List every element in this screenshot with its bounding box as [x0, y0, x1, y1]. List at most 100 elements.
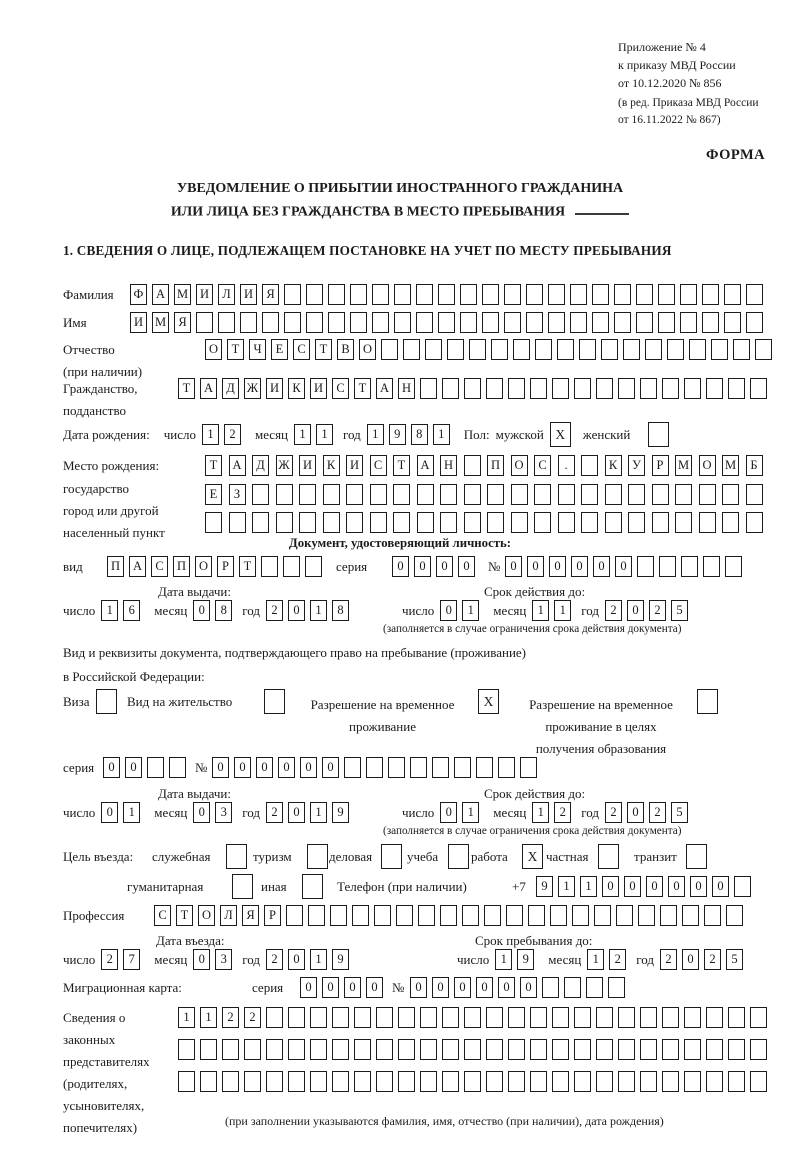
char-cell[interactable]	[332, 1007, 349, 1028]
char-cell[interactable]	[487, 512, 504, 533]
char-cell[interactable]	[750, 1039, 767, 1060]
char-cell[interactable]	[442, 1039, 459, 1060]
char-cell[interactable]	[614, 284, 631, 305]
char-cell[interactable]: 2	[660, 949, 678, 970]
char-cell[interactable]: М	[675, 455, 692, 476]
char-cell[interactable]: 0	[440, 600, 458, 621]
char-cell[interactable]	[572, 905, 589, 926]
char-cell[interactable]: П	[173, 556, 190, 577]
char-cell[interactable]	[638, 905, 655, 926]
char-cell[interactable]: 2	[222, 1007, 239, 1028]
char-cell[interactable]	[722, 484, 739, 505]
char-cell[interactable]	[618, 1007, 635, 1028]
char-cell[interactable]	[680, 284, 697, 305]
char-cell[interactable]: 0	[125, 757, 142, 778]
char-cell[interactable]	[376, 1039, 393, 1060]
char-cell[interactable]: .	[557, 455, 575, 476]
char-cell[interactable]	[266, 1007, 283, 1028]
char-cell[interactable]: Р	[264, 905, 281, 926]
char-cell[interactable]	[552, 1071, 569, 1092]
temp-residence-edu-checkbox[interactable]	[697, 689, 718, 714]
char-cell[interactable]: М	[174, 284, 191, 305]
char-cell[interactable]	[482, 312, 499, 333]
char-cell[interactable]	[746, 312, 763, 333]
char-cell[interactable]: 0	[627, 802, 645, 823]
char-cell[interactable]	[526, 284, 543, 305]
char-cell[interactable]	[328, 312, 345, 333]
char-cell[interactable]: 0	[322, 757, 339, 778]
char-cell[interactable]: 0	[527, 556, 544, 577]
char-cell[interactable]: Т	[354, 378, 371, 399]
char-cell[interactable]	[706, 1071, 723, 1092]
char-cell[interactable]: О	[198, 905, 215, 926]
char-cell[interactable]: 0	[505, 556, 522, 577]
char-cell[interactable]: 1	[101, 600, 119, 621]
char-cell[interactable]	[460, 284, 477, 305]
char-cell[interactable]	[178, 1071, 195, 1092]
char-cell[interactable]: Н	[440, 455, 457, 476]
char-cell[interactable]	[662, 1007, 679, 1028]
char-cell[interactable]: 0	[712, 876, 729, 897]
char-cell[interactable]	[750, 1007, 767, 1028]
char-cell[interactable]: И	[130, 312, 147, 333]
char-cell[interactable]: Е	[271, 339, 288, 360]
char-cell[interactable]	[682, 905, 699, 926]
char-cell[interactable]	[394, 284, 411, 305]
char-cell[interactable]: 2	[101, 949, 119, 970]
char-cell[interactable]: 0	[344, 977, 361, 998]
char-cell[interactable]	[350, 312, 367, 333]
char-cell[interactable]: 5	[726, 949, 744, 970]
char-cell[interactable]: 0	[212, 757, 229, 778]
char-cell[interactable]: Л	[220, 905, 237, 926]
char-cell[interactable]: 1	[316, 424, 334, 445]
char-cell[interactable]	[570, 312, 587, 333]
char-cell[interactable]: 0	[322, 977, 339, 998]
char-cell[interactable]: 0	[103, 757, 120, 778]
char-cell[interactable]	[284, 284, 301, 305]
char-cell[interactable]	[266, 1039, 283, 1060]
char-cell[interactable]	[508, 1007, 525, 1028]
char-cell[interactable]	[745, 512, 763, 533]
char-cell[interactable]	[288, 1007, 305, 1028]
char-cell[interactable]	[310, 1071, 327, 1092]
char-cell[interactable]: 9	[332, 949, 350, 970]
char-cell[interactable]	[623, 339, 640, 360]
female-checkbox[interactable]	[648, 422, 670, 447]
char-cell[interactable]	[684, 378, 701, 399]
char-cell[interactable]: Я	[262, 284, 279, 305]
char-cell[interactable]	[596, 1071, 613, 1092]
char-cell[interactable]: 0	[646, 876, 663, 897]
char-cell[interactable]	[662, 378, 679, 399]
char-cell[interactable]	[286, 905, 303, 926]
char-cell[interactable]	[306, 312, 323, 333]
char-cell[interactable]	[508, 1039, 525, 1060]
char-cell[interactable]: С	[151, 556, 168, 577]
char-cell[interactable]	[306, 284, 323, 305]
char-cell[interactable]: О	[205, 339, 222, 360]
char-cell[interactable]	[750, 378, 767, 399]
char-cell[interactable]	[266, 1071, 283, 1092]
char-cell[interactable]	[228, 512, 246, 533]
char-cell[interactable]: 2	[266, 600, 284, 621]
char-cell[interactable]: 0	[690, 876, 707, 897]
char-cell[interactable]: 0	[682, 949, 700, 970]
char-cell[interactable]	[398, 1071, 415, 1092]
char-cell[interactable]	[711, 339, 728, 360]
char-cell[interactable]	[601, 339, 618, 360]
char-cell[interactable]: К	[288, 378, 305, 399]
char-cell[interactable]	[460, 312, 477, 333]
char-cell[interactable]	[596, 1039, 613, 1060]
char-cell[interactable]: 0	[288, 802, 306, 823]
char-cell[interactable]: 0	[234, 757, 251, 778]
char-cell[interactable]	[557, 339, 574, 360]
char-cell[interactable]: 1	[310, 949, 328, 970]
char-cell[interactable]: 9	[536, 876, 553, 897]
char-cell[interactable]: 0	[193, 949, 211, 970]
char-cell[interactable]: 0	[476, 977, 493, 998]
char-cell[interactable]	[462, 905, 479, 926]
char-cell[interactable]	[288, 1071, 305, 1092]
char-cell[interactable]: 0	[615, 556, 632, 577]
char-cell[interactable]	[463, 512, 481, 533]
char-cell[interactable]	[520, 757, 537, 778]
char-cell[interactable]	[261, 556, 278, 577]
